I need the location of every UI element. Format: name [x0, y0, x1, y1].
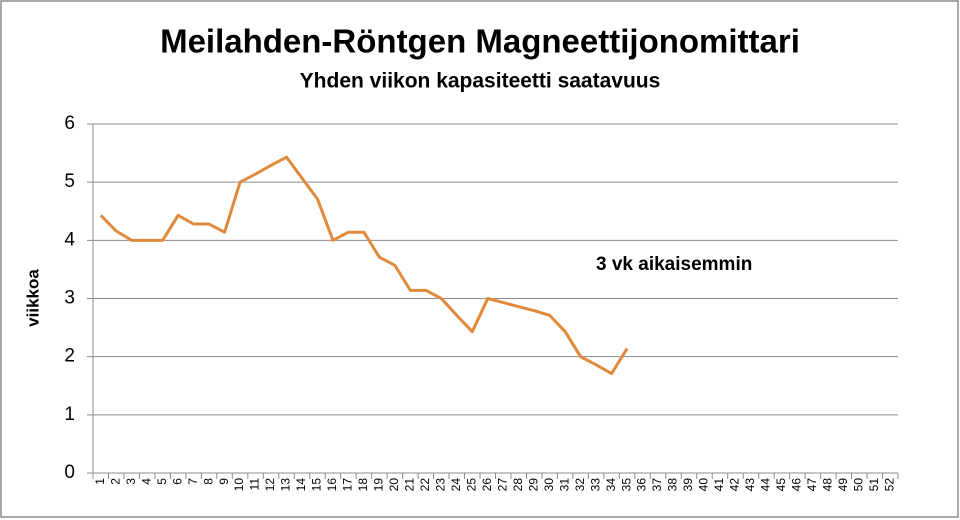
x-tick-label: 13 [279, 478, 293, 492]
x-tick-label: 48 [821, 478, 835, 492]
annotation: 3 vk aikaisemmin [596, 254, 752, 275]
x-tick-label: 3 [124, 478, 138, 485]
y-tick-label: 3 [64, 288, 75, 309]
x-tick-label: 42 [728, 478, 742, 492]
chart-title: Meilahden-Röntgen Magneettijonomittari [160, 23, 800, 60]
x-tick-label: 36 [635, 478, 649, 492]
x-tick-label: 41 [712, 478, 726, 492]
x-tick-label: 33 [588, 478, 602, 492]
x-tick-label: 37 [650, 478, 664, 492]
y-tick-label: 4 [64, 229, 75, 250]
x-tick-label: 52 [882, 478, 896, 492]
x-tick-label: 1 [93, 478, 107, 485]
x-tick-label: 24 [449, 478, 463, 492]
x-tick-label: 30 [542, 478, 556, 492]
x-tick-label: 12 [263, 478, 277, 492]
x-tick-label: 28 [511, 478, 525, 492]
y-axis-label: viikkoa [23, 269, 42, 327]
x-tick-label: 21 [403, 478, 417, 492]
x-tick-label: 46 [790, 478, 804, 492]
x-tick-label: 18 [356, 478, 370, 492]
y-tick-label: 2 [64, 346, 75, 367]
x-tick-label: 11 [248, 478, 262, 491]
x-tick-label: 2 [108, 478, 122, 485]
x-tick-label: 44 [759, 478, 773, 492]
x-tick-label: 50 [851, 478, 865, 492]
x-tick-label: 16 [325, 478, 339, 492]
x-tick-label: 32 [573, 478, 587, 492]
x-tick-label: 31 [557, 478, 571, 492]
x-tick-label: 10 [232, 478, 246, 492]
x-tick-label: 8 [201, 478, 215, 485]
y-tick-label: 6 [64, 113, 75, 134]
y-tick-label: 0 [64, 462, 75, 483]
x-tick-label: 9 [217, 478, 231, 485]
x-tick-label: 22 [418, 478, 432, 492]
x-tick-label: 23 [433, 478, 447, 492]
chart-subtitle: Yhden viikon kapasiteetti saatavuus [300, 70, 661, 93]
x-tick-label: 7 [186, 478, 200, 485]
x-tick-label: 49 [836, 478, 850, 492]
data-line [99, 155, 629, 376]
x-tick-label: 27 [495, 478, 509, 492]
x-tick-label: 40 [697, 478, 711, 492]
x-tick-label: 51 [867, 478, 881, 492]
x-tick-label: 39 [681, 478, 695, 492]
x-tick-label: 5 [155, 478, 169, 485]
x-tick-label: 15 [310, 478, 324, 492]
x-tick-label: 6 [170, 478, 184, 485]
x-tick-label: 47 [805, 478, 819, 492]
x-tick-label: 34 [604, 478, 618, 492]
x-tick-label: 4 [139, 478, 153, 485]
y-tick-label: 1 [64, 404, 75, 425]
x-tick-label: 19 [372, 478, 386, 492]
x-tick-label: 17 [341, 478, 355, 492]
x-tick-label: 20 [387, 478, 401, 492]
y-tick-label: 5 [64, 171, 75, 192]
x-tick-label: 14 [294, 478, 308, 492]
x-tick-label: 43 [743, 478, 757, 492]
x-tick-label: 29 [526, 478, 540, 492]
x-tick-label: 38 [666, 478, 680, 492]
x-tick-label: 26 [480, 478, 494, 492]
x-tick-label: 35 [619, 478, 633, 492]
x-tick-label: 25 [464, 478, 478, 492]
x-tick-label: 45 [774, 478, 788, 492]
